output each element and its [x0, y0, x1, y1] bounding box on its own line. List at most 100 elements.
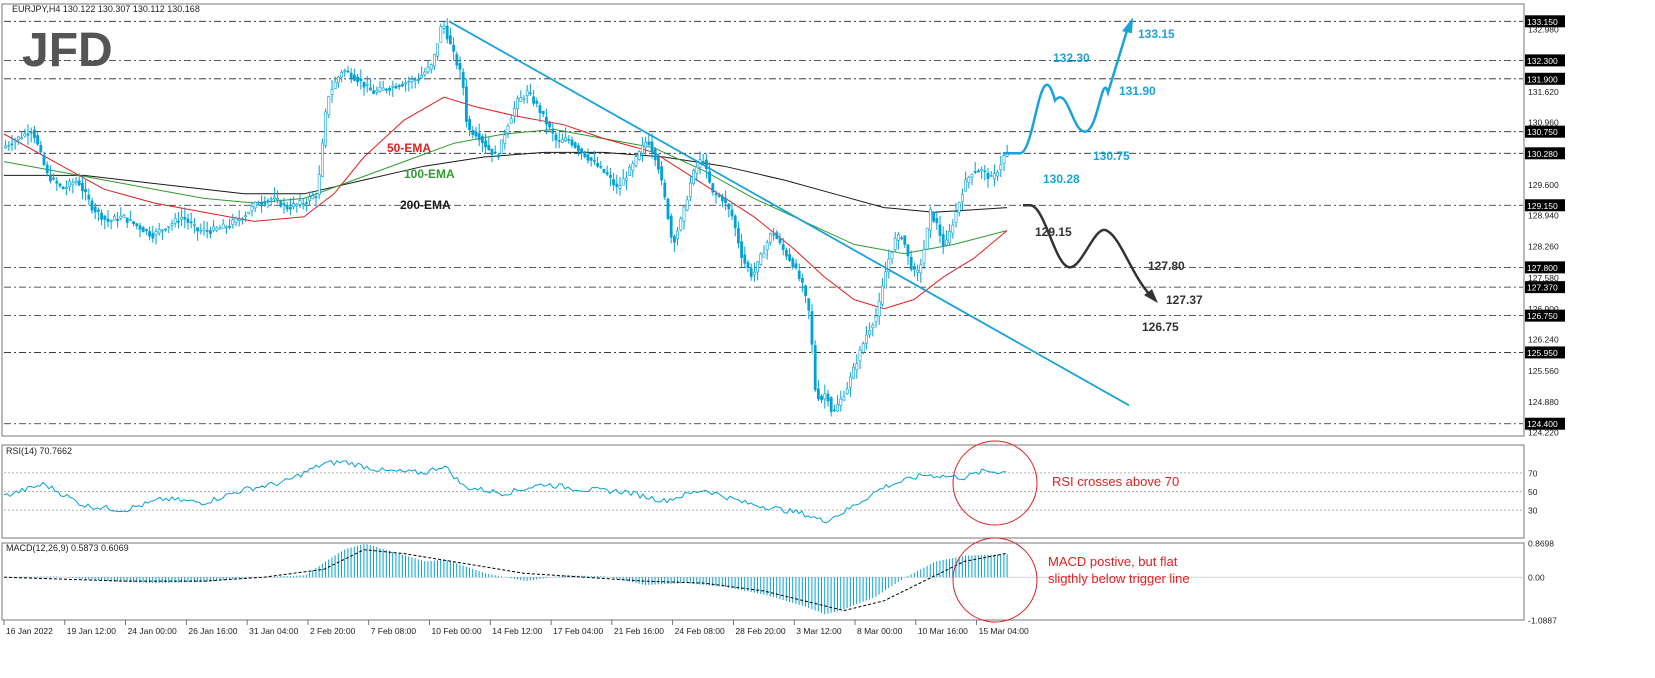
level-axis-label: 124.400 — [1527, 419, 1558, 429]
candle-body — [695, 166, 699, 174]
horizontal-levels — [4, 20, 1523, 425]
candle-body — [525, 90, 529, 97]
candle-body — [484, 140, 488, 148]
price-tick-label: 128.940 — [1528, 210, 1559, 220]
candle-body — [253, 201, 257, 209]
candle-body — [356, 76, 360, 83]
macd-tick-label: -1.0887 — [1528, 616, 1557, 626]
candle-body — [800, 278, 804, 283]
candle-body — [170, 223, 174, 226]
macd-header: MACD(12,26,9) 0.5873 0.6069 — [6, 543, 129, 553]
candle-body — [861, 343, 865, 353]
candle-body — [256, 204, 260, 206]
candle-body — [378, 86, 382, 92]
candle-body — [113, 216, 116, 221]
candle-body — [506, 125, 510, 134]
candle-body — [132, 221, 136, 224]
time-tick-label: 7 Feb 08:00 — [371, 626, 417, 636]
macd-histogram — [8, 544, 1008, 615]
candle-body — [727, 203, 731, 210]
candle-body — [810, 311, 814, 345]
level-axis-tag — [1525, 125, 1565, 138]
bullish-arrowhead — [1122, 17, 1133, 34]
candle-body — [932, 211, 936, 222]
candle-body — [724, 198, 728, 204]
candle-body — [836, 404, 840, 412]
candle-body — [628, 166, 632, 176]
rsi-highlight-circle — [952, 440, 1038, 526]
candle-body — [292, 203, 296, 207]
candle-body — [788, 254, 792, 261]
candle-body — [845, 388, 849, 394]
candle-body — [10, 143, 14, 146]
rsi-line — [3, 459, 1007, 524]
candle-body — [624, 177, 628, 181]
panel-frames — [1, 3, 1525, 621]
candle-body — [288, 207, 292, 210]
candle-body — [52, 177, 56, 180]
candle-body — [948, 231, 952, 244]
time-tick-label: 2 Feb 20:00 — [310, 626, 356, 636]
candle-body — [336, 76, 340, 84]
candle-body — [241, 218, 244, 221]
candle-body — [762, 252, 766, 258]
candle-body — [445, 25, 449, 40]
candle-body — [951, 224, 955, 234]
level-axis-tag — [1525, 199, 1565, 212]
candle-body — [682, 206, 686, 222]
candle-body — [599, 166, 603, 168]
candle-body — [39, 145, 43, 153]
candle-body — [768, 233, 772, 243]
candle-body — [906, 244, 910, 257]
ema200-line — [4, 151, 1008, 213]
candle-body — [679, 218, 683, 231]
price-tick-label: 124.880 — [1528, 397, 1559, 407]
candle-body — [68, 181, 72, 188]
candle-body — [880, 285, 884, 305]
candle-body — [13, 140, 17, 143]
candle-body — [717, 195, 721, 197]
candle-body — [772, 233, 776, 236]
candle-body — [349, 72, 353, 79]
candle-body — [528, 92, 532, 95]
bullish-label-130-28: 130.28 — [1043, 172, 1080, 186]
candle-body — [714, 193, 718, 196]
candle-body — [55, 180, 59, 184]
candle-body — [676, 230, 680, 240]
candle-body — [16, 136, 20, 141]
time-tick-label: 3 Mar 12:00 — [796, 626, 842, 636]
candle-body — [324, 111, 328, 146]
candle-body — [400, 84, 404, 87]
candle-body — [317, 174, 321, 195]
candle-body — [84, 188, 88, 193]
candle-body — [272, 196, 276, 200]
candle-body — [196, 227, 200, 232]
candle-body — [669, 215, 673, 238]
candle-body — [26, 133, 30, 136]
candle-body — [708, 171, 712, 183]
candle-body — [413, 79, 417, 82]
candle-body — [637, 151, 641, 160]
candle-body — [343, 70, 347, 72]
candle-body — [650, 141, 654, 152]
candle-body — [602, 168, 606, 173]
candle-body — [352, 74, 356, 81]
candle-body — [666, 198, 670, 219]
bearish-label-129-15: 129.15 — [1035, 225, 1072, 239]
candle-body — [848, 376, 852, 388]
candle-body — [480, 136, 484, 143]
candle-body — [544, 116, 548, 125]
candle-body — [887, 258, 891, 273]
rsi-levels — [4, 472, 1523, 511]
candle-body — [32, 129, 36, 138]
candle-body — [692, 169, 696, 184]
candle-body — [621, 178, 625, 186]
level-axis-tag — [1525, 281, 1565, 294]
price-axis: 133.150 132.300 131.900 130.750 130.280 129.1… — [1525, 15, 1565, 438]
candle-body — [938, 224, 942, 236]
candle-body — [391, 85, 395, 88]
downtrend-line — [448, 20, 1130, 407]
time-tick-label: 15 Mar 04:00 — [979, 626, 1029, 636]
candle-body — [61, 186, 65, 190]
